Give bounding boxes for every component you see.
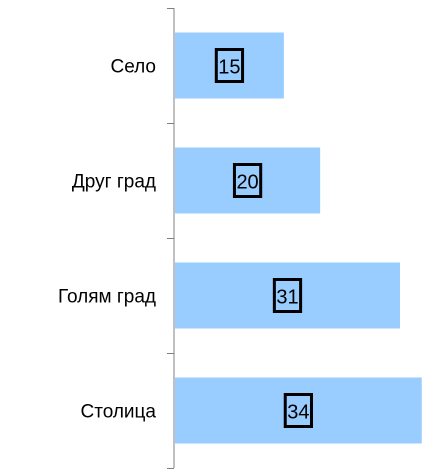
data-label: 31	[276, 287, 298, 309]
bar-3	[175, 262, 400, 329]
axis-group	[167, 8, 175, 469]
category-label: Друг град	[72, 172, 156, 193]
bar-2	[175, 147, 321, 214]
data-label-box	[214, 48, 245, 83]
category-label: Столица	[80, 402, 156, 423]
data-label: 15	[218, 57, 240, 79]
bar-4	[175, 377, 422, 444]
data-label-box	[272, 278, 303, 313]
category-label: Голям град	[58, 287, 156, 308]
category-label: Село	[110, 57, 156, 78]
data-label-box	[283, 393, 313, 428]
labels-group: Село 15 Друг град 20 Голям град 31 Столица 34	[58, 48, 313, 428]
bar-1	[175, 32, 284, 99]
data-label-box	[232, 163, 263, 198]
data-label: 34	[287, 402, 309, 424]
bars-group	[175, 32, 422, 444]
data-label: 20	[236, 172, 258, 194]
